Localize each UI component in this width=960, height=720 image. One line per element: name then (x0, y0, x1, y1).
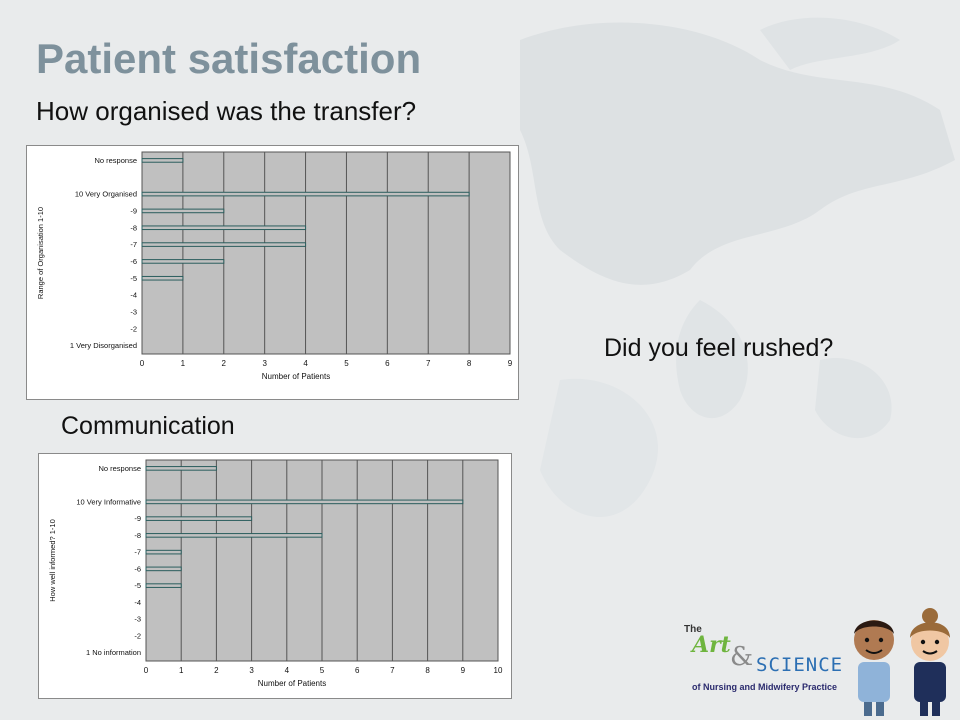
chart1-plot-area (141, 151, 511, 355)
logo-science-text: SCIENCE (756, 654, 844, 676)
chart2-bar (145, 566, 182, 572)
chart2-x-tick-label: 7 (390, 666, 395, 675)
chart1-bar (141, 158, 184, 163)
chart1-category-label: -3 (130, 307, 137, 316)
chart1-category-label: 1 Very Disorganised (70, 341, 137, 350)
art-and-science-logo: The Art & SCIENCE of Nursing and Midwife… (680, 600, 960, 720)
chart2-category-label: No response (98, 464, 141, 473)
chart2-x-tick-label: 5 (320, 666, 325, 675)
chart2-bar (145, 549, 182, 555)
chart1-category-label: -4 (130, 291, 137, 300)
chart1-category-label: -8 (130, 223, 137, 232)
chart2-x-tick-label: 8 (425, 666, 430, 675)
chart2-bar (145, 516, 253, 521)
chart1-bar (141, 225, 307, 231)
chart2-x-axis-label: Number of Patients (258, 679, 326, 688)
chart1-category-label: -2 (130, 324, 137, 333)
chart2-x-tick-label: 6 (355, 666, 360, 675)
organisation-chart-svg: No response 10 Very Organised -9 -8 -7 -6 -5 -4… (36, 151, 513, 381)
rushed-question: Did you feel rushed? (604, 334, 834, 362)
chart1-x-tick-label: 8 (467, 359, 472, 368)
chart1-bar (141, 208, 225, 214)
chart2-bar (145, 466, 217, 471)
chart1-category-label: -7 (130, 240, 137, 249)
chart1-question: How organised was the transfer? (36, 96, 417, 126)
chart2-x-tick-label: 0 (144, 666, 149, 675)
chart1-x-tick-label: 7 (426, 359, 431, 368)
chart2-x-tick-label: 4 (285, 666, 290, 675)
chart1-bar (141, 275, 184, 281)
chart2-category-label: -8 (134, 531, 141, 540)
chart1-x-tick-label: 6 (385, 359, 390, 368)
chart1-bar (141, 242, 307, 247)
chart1-category-label: -5 (130, 274, 137, 283)
organisation-chart: No response 10 Very Organised -9 -8 -7 -6 -5 -4… (26, 145, 519, 400)
chart2-category-label: -6 (134, 564, 141, 573)
chart2-category-label: -5 (134, 581, 141, 590)
chart1-x-tick-label: 3 (262, 359, 267, 368)
chart2-x-tick-label: 2 (214, 666, 219, 675)
chart2-bar (145, 583, 182, 588)
nurse-characters-icon (854, 608, 950, 716)
chart1-category-label: No response (94, 156, 137, 165)
chart1-x-tick-label: 5 (344, 359, 349, 368)
communication-heading: Communication (61, 412, 235, 440)
chart1-y-axis-label: Range of Organisation 1-10 (36, 207, 45, 299)
chart2-category-label: -3 (134, 615, 141, 624)
slide-title: Patient satisfaction (36, 35, 422, 82)
chart2-category-label: -4 (134, 598, 141, 607)
logo-art-text: Art (692, 632, 731, 658)
chart2-x-tick-label: 10 (494, 666, 503, 675)
chart1-x-tick-label: 4 (303, 359, 308, 368)
chart2-category-label: -2 (134, 631, 141, 640)
chart2-x-tick-label: 1 (179, 666, 184, 675)
communication-chart-svg: No response 10 Very Informative -9 -8 -7 -6 -5… (48, 459, 503, 688)
chart1-x-tick-label: 2 (222, 359, 227, 368)
chart2-bar (145, 533, 323, 538)
logo-ampersand: & (730, 642, 754, 672)
chart2-x-tick-label: 9 (461, 666, 466, 675)
chart1-category-label: -6 (130, 257, 137, 266)
chart1-x-tick-label: 9 (508, 359, 513, 368)
chart1-x-tick-label: 1 (181, 359, 186, 368)
chart2-category-label: 10 Very Informative (76, 497, 141, 506)
chart2-y-axis-label: How well informed? 1-10 (48, 519, 57, 602)
chart2-x-tick-label: 3 (249, 666, 254, 675)
chart2-category-label: -9 (134, 514, 141, 523)
chart2-category-label: -7 (134, 548, 141, 557)
chart1-x-tick-label: 0 (140, 359, 145, 368)
chart1-bar (141, 259, 225, 264)
chart1-x-axis-label: Number of Patients (262, 372, 330, 381)
chart1-category-label: -9 (130, 206, 137, 215)
chart2-category-label: 1 No information (86, 648, 141, 657)
chart2-bar (145, 499, 464, 505)
logo-subtitle: of Nursing and Midwifery Practice (692, 682, 838, 692)
communication-chart: No response 10 Very Informative -9 -8 -7 -6 -5… (38, 453, 512, 699)
logo-the-text: The (684, 624, 702, 635)
chart1-category-label: 10 Very Organised (75, 190, 137, 199)
chart1-bar (141, 191, 470, 197)
